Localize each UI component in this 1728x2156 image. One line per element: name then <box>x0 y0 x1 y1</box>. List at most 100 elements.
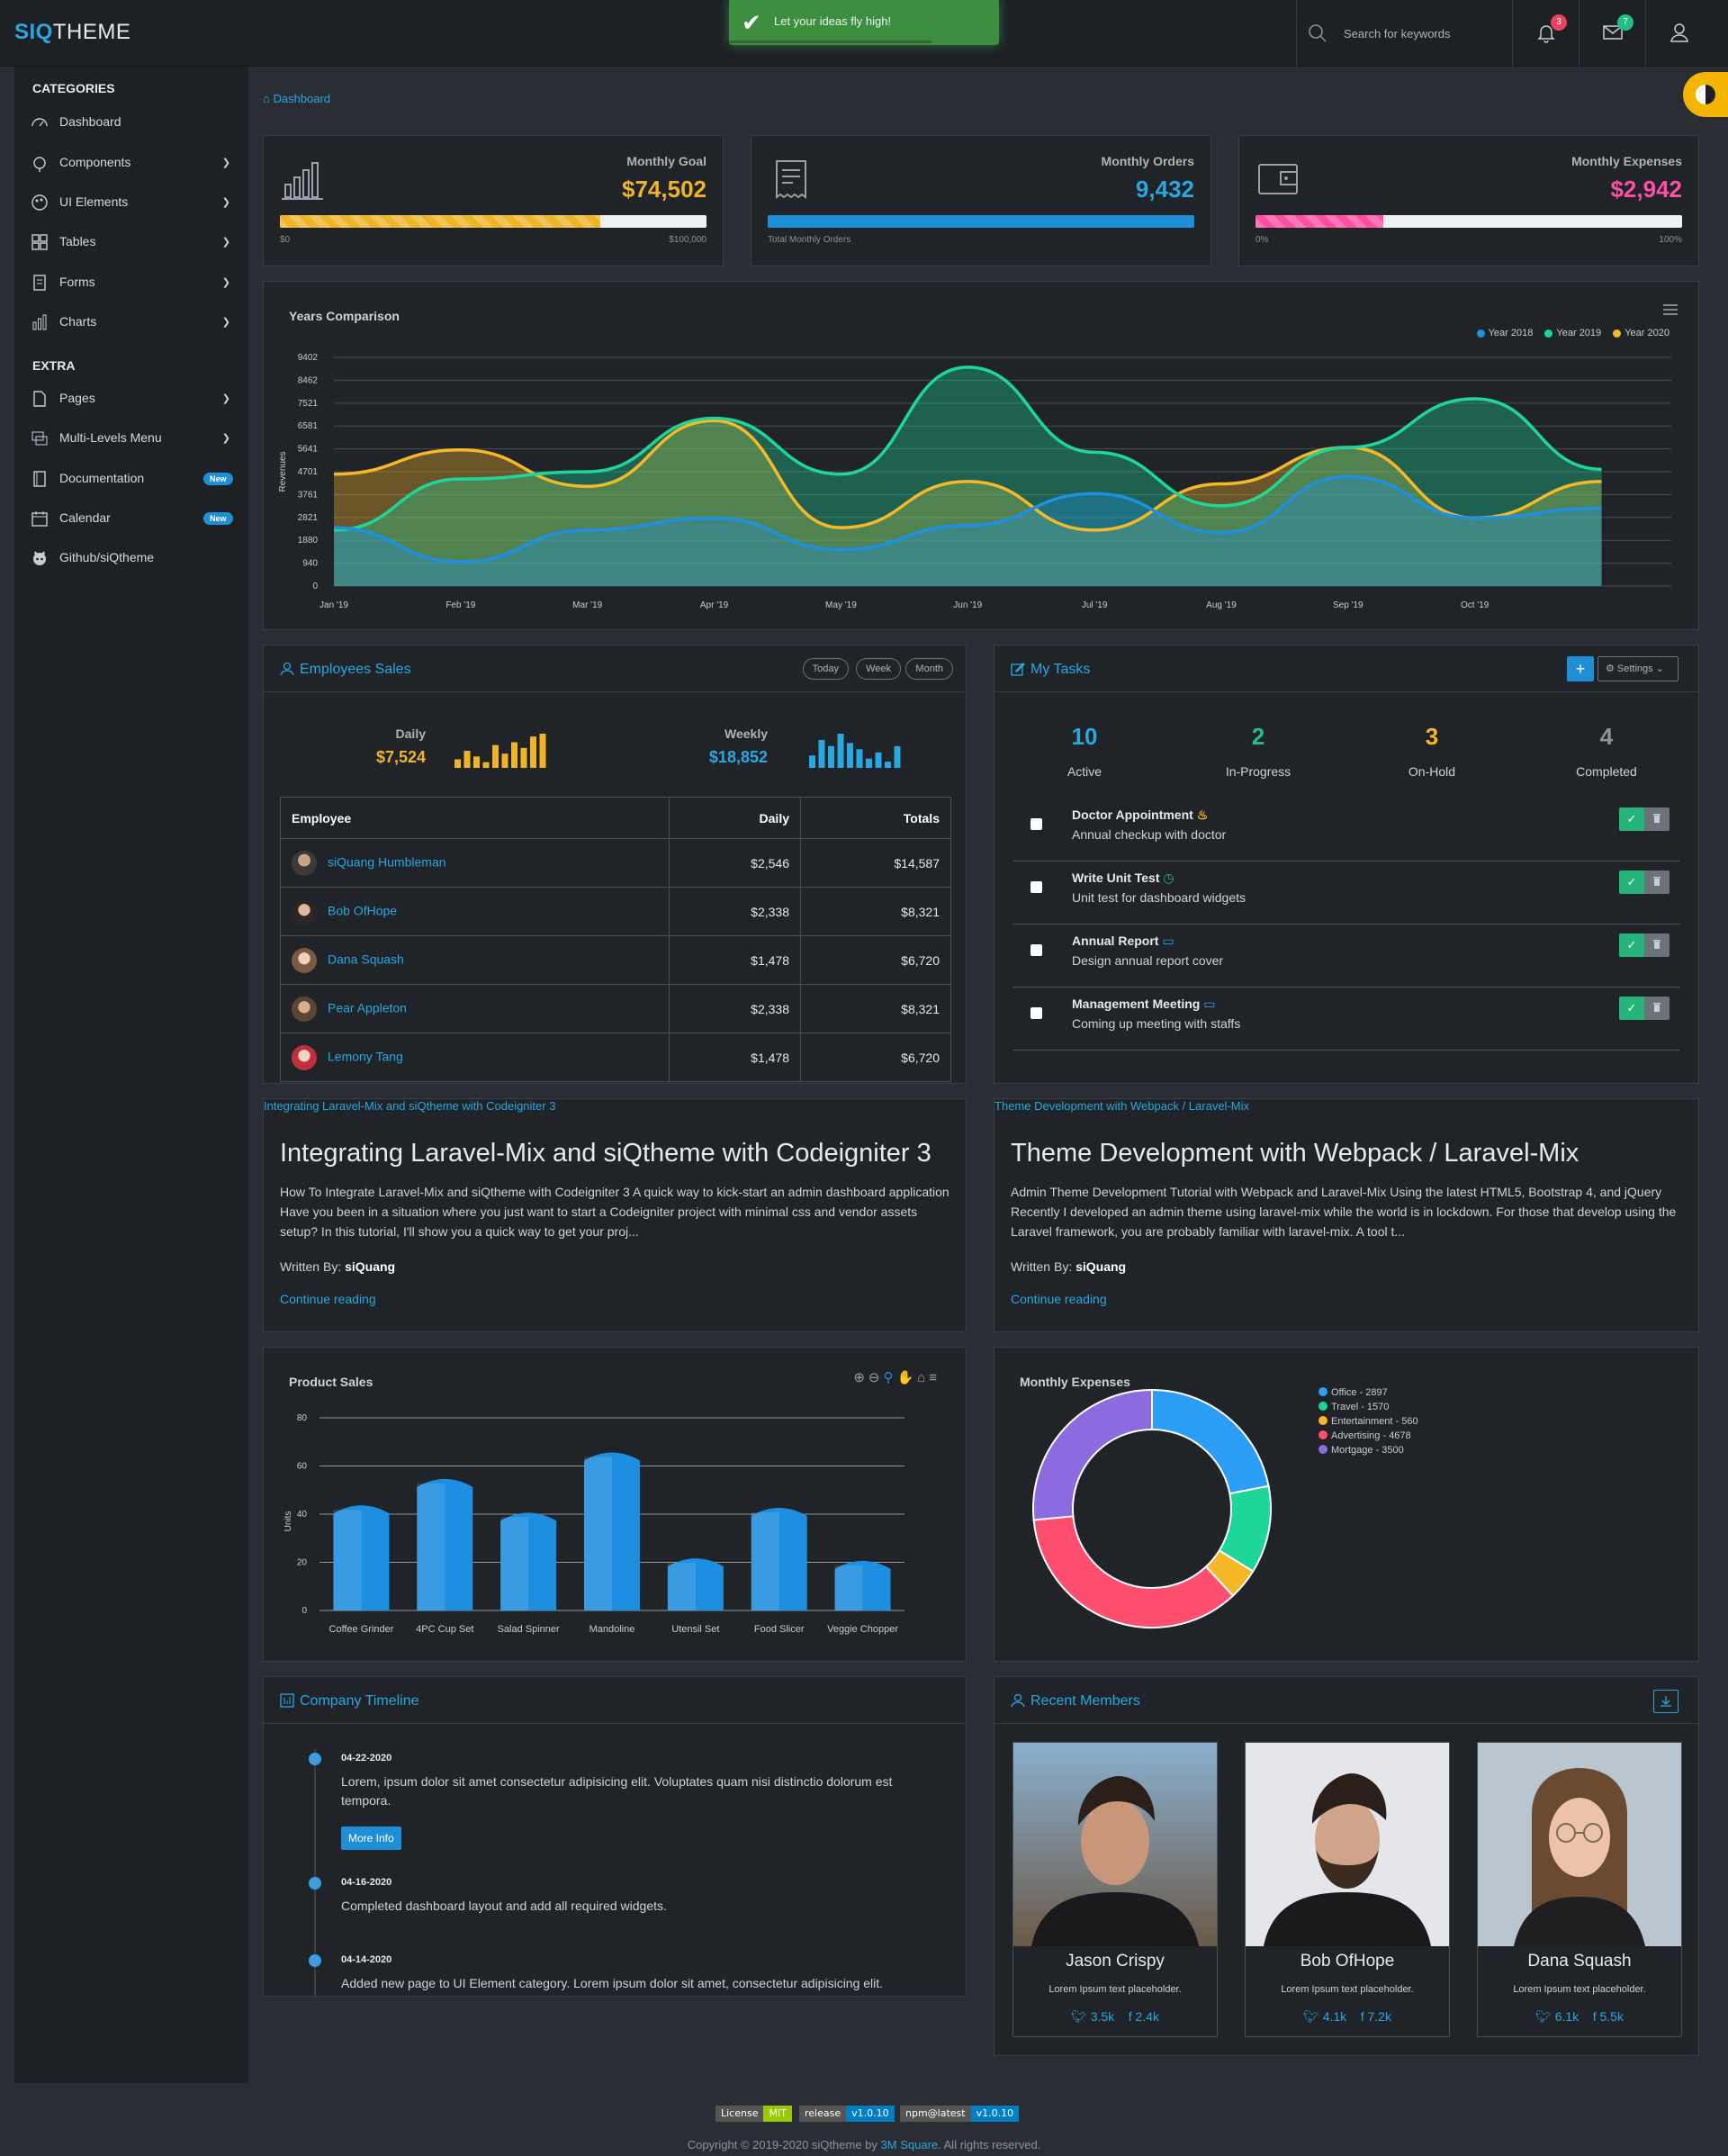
company-link[interactable]: 3M Square <box>880 2138 939 2151</box>
blog-author: Written By: siQuang <box>1011 1259 1127 1274</box>
magnifier-icon[interactable]: ⚲ <box>883 1370 897 1385</box>
timeline-date: 04-14-2020 <box>341 1954 392 1965</box>
brand-logo[interactable]: SIQTHEME <box>14 20 131 44</box>
task-checkbox[interactable] <box>1030 944 1042 956</box>
hamburger-menu-icon[interactable] <box>1662 303 1678 316</box>
delete-task-button[interactable] <box>1644 997 1670 1020</box>
search-input[interactable]: Search for keywords <box>1344 27 1451 41</box>
gear-icon: ⚙ <box>1606 663 1617 674</box>
toast-notification[interactable]: ✔ Let your ideas fly high! <box>729 0 999 45</box>
facebook-icon[interactable]: f <box>1360 2009 1364 2024</box>
table-row: Pear Appleton $2,338 $8,321 <box>280 984 951 1033</box>
employee-name-link[interactable]: Lemony Tang <box>328 1049 403 1064</box>
bar-highlight <box>667 1563 696 1610</box>
kpi-title: Monthly Orders <box>1101 154 1194 168</box>
x-tick-label: May '19 <box>825 600 857 610</box>
hamburger-menu-icon[interactable]: ≡ <box>929 1370 940 1385</box>
complete-task-button[interactable]: ✓ <box>1619 997 1644 1020</box>
employee-name-link[interactable]: Bob OfHope <box>328 903 398 918</box>
sidebar-item-calendar[interactable]: Calendar New <box>27 504 243 531</box>
continue-reading-link[interactable]: Continue reading <box>1011 1292 1107 1306</box>
employee-name-link[interactable]: siQuang Humbleman <box>328 854 446 870</box>
legend-item[interactable]: Year 2020 <box>1613 328 1670 338</box>
legend-item[interactable]: Advertising - 4678 <box>1318 1429 1418 1443</box>
notifications-button[interactable]: 3 <box>1512 0 1579 67</box>
member-description: Lorem Ipsum text placeholder. <box>1513 1984 1646 1995</box>
legend-item[interactable]: Mortgage - 3500 <box>1318 1443 1418 1457</box>
breadcrumb[interactable]: ⌂ Dashboard <box>263 92 331 105</box>
blog-image-alt[interactable]: Theme Development with Webpack / Laravel… <box>994 1099 1249 1113</box>
add-task-button[interactable]: + <box>1567 656 1594 681</box>
plug-icon <box>33 157 46 172</box>
donut-slice <box>1032 1515 1235 1628</box>
task-checkbox[interactable] <box>1030 881 1042 893</box>
sidebar-item-dashboard[interactable]: Dashboard <box>27 108 243 135</box>
blog-title[interactable]: Theme Development with Webpack / Laravel… <box>1011 1139 1580 1168</box>
filter-month-button[interactable]: Month <box>905 658 953 680</box>
messages-button[interactable]: 7 <box>1579 0 1645 67</box>
complete-task-button[interactable]: ✓ <box>1619 934 1644 957</box>
member-card[interactable]: Jason Crispy Lorem Ipsum text placeholde… <box>1012 1742 1218 2037</box>
employee-name-link[interactable]: Dana Squash <box>328 952 404 967</box>
theme-toggle-button[interactable] <box>1683 72 1728 117</box>
task-checkbox[interactable] <box>1030 1007 1042 1019</box>
chevron-right-icon: ❯ <box>221 237 230 248</box>
sidebar-item-ui-elements[interactable]: UI Elements ❯ <box>27 188 243 215</box>
sidebar-item-charts[interactable]: Charts ❯ <box>27 308 243 335</box>
download-button[interactable] <box>1653 1690 1678 1713</box>
sidebar-item-components[interactable]: Components ❯ <box>27 149 243 176</box>
dashboard-icon <box>32 118 48 127</box>
trash-icon <box>1653 877 1660 886</box>
release-badge[interactable]: release v1.0.10 <box>799 2106 895 2122</box>
legend-item[interactable]: Office - 2897 <box>1318 1385 1418 1400</box>
license-badge[interactable]: License MIT <box>716 2106 792 2122</box>
continue-reading-link[interactable]: Continue reading <box>280 1292 376 1306</box>
twitter-icon[interactable]: 🐦︎ <box>1535 2009 1552 2024</box>
delete-task-button[interactable] <box>1644 807 1670 831</box>
blog-title[interactable]: Integrating Laravel-Mix and siQtheme wit… <box>280 1139 932 1168</box>
search-box[interactable]: Search for keywords <box>1296 0 1512 67</box>
pan-hand-icon[interactable]: ✋ <box>896 1370 918 1385</box>
edit-icon <box>1011 663 1025 676</box>
sidebar-item-pages[interactable]: Pages ❯ <box>27 384 243 411</box>
filter-today-button[interactable]: Today <box>802 658 849 680</box>
sidebar-item-label: Charts <box>59 314 97 329</box>
panel-title: Employees Sales <box>300 662 411 677</box>
task-checkbox[interactable] <box>1030 818 1042 830</box>
trash-icon <box>1653 940 1660 949</box>
sidebar-item-forms[interactable]: Forms ❯ <box>27 268 243 295</box>
delete-task-button[interactable] <box>1644 871 1670 894</box>
complete-task-button[interactable]: ✓ <box>1619 871 1644 894</box>
delete-task-button[interactable] <box>1644 934 1670 957</box>
twitter-icon[interactable]: 🐦︎ <box>1071 2009 1087 2024</box>
home-icon[interactable]: ⌂ <box>917 1370 930 1385</box>
sidebar-item-documentation[interactable]: Documentation New <box>27 465 243 492</box>
npm-badge[interactable]: npm@latest v1.0.10 <box>900 2106 1020 2122</box>
twitter-icon[interactable]: 🐦︎ <box>1303 2009 1319 2024</box>
bell-icon <box>1537 25 1555 43</box>
member-card[interactable]: Bob OfHope Lorem Ipsum text placeholder.… <box>1245 1742 1450 2037</box>
filter-week-button[interactable]: Week <box>856 658 901 680</box>
sidebar-item-multi-levels-menu[interactable]: Multi-Levels Menu ❯ <box>27 424 243 451</box>
sidebar-item-github[interactable]: Github/siQtheme <box>27 544 243 571</box>
member-card[interactable]: Dana Squash Lorem Ipsum text placeholder… <box>1477 1742 1682 2037</box>
user-menu-button[interactable] <box>1645 0 1712 67</box>
sidebar-item-tables[interactable]: Tables ❯ <box>27 228 243 255</box>
facebook-icon[interactable]: f <box>1592 2009 1597 2024</box>
complete-task-button[interactable]: ✓ <box>1619 807 1644 831</box>
calendar-icon: ▭ <box>1162 934 1174 948</box>
top-navbar: SIQTHEME ✔ Let your ideas fly high! Sear… <box>0 0 1728 67</box>
more-info-button[interactable]: More Info <box>341 1827 401 1850</box>
zoom-out-icon[interactable]: ⊖ <box>868 1370 884 1385</box>
blog-image-alt[interactable]: Integrating Laravel-Mix and siQtheme wit… <box>264 1099 556 1113</box>
settings-dropdown[interactable]: ⚙ Settings ⌄ <box>1598 656 1678 681</box>
employee-name-link[interactable]: Pear Appleton <box>328 1000 407 1015</box>
legend-item[interactable]: Year 2019 <box>1544 328 1601 338</box>
zoom-in-icon[interactable]: ⊕ <box>853 1370 868 1385</box>
legend-item[interactable]: Travel - 1570 <box>1318 1400 1418 1414</box>
facebook-icon[interactable]: f <box>1128 2009 1132 2024</box>
kpi-card-monthly-expenses: Monthly Expenses $2,942 0% 100% <box>1238 135 1699 266</box>
legend-item[interactable]: Year 2018 <box>1476 328 1533 338</box>
new-badge: New <box>203 473 233 485</box>
legend-item[interactable]: Entertainment - 560 <box>1318 1414 1418 1429</box>
